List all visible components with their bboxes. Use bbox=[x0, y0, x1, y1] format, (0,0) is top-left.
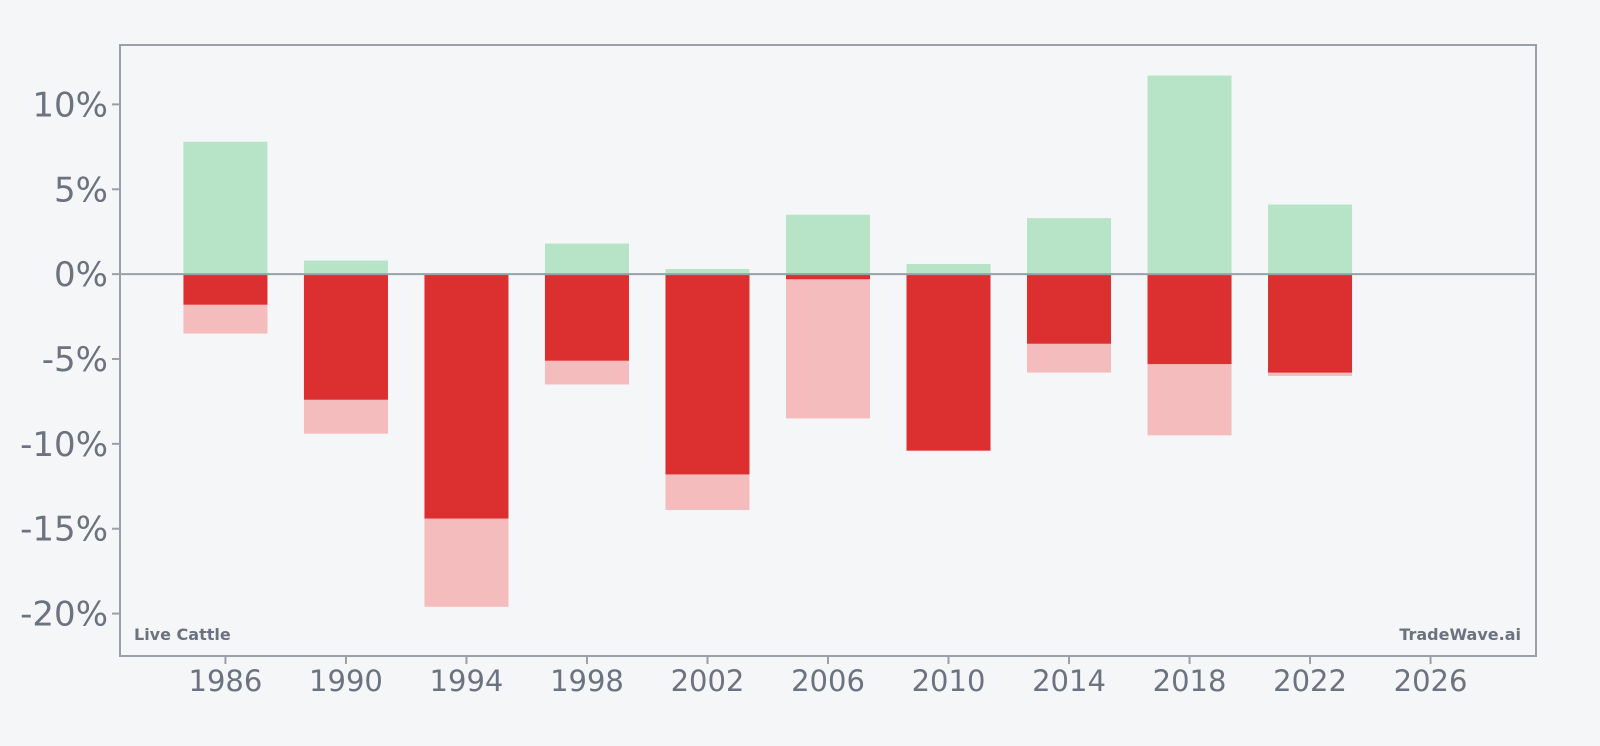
y-tick-label: 0% bbox=[54, 255, 108, 295]
x-tick-label: 2026 bbox=[1394, 664, 1468, 698]
bar-negative-dark-2010 bbox=[906, 274, 991, 451]
bar-positive-1998 bbox=[544, 243, 629, 275]
x-tick-label: 2002 bbox=[671, 664, 745, 698]
chart-label-right: TradeWave.ai bbox=[1399, 625, 1521, 644]
bar-positive-2010 bbox=[906, 263, 991, 275]
y-tick-label: -10% bbox=[20, 425, 108, 465]
bar-positive-1990 bbox=[303, 260, 388, 275]
x-tick-label: 1986 bbox=[189, 664, 263, 698]
bar-positive-2018 bbox=[1147, 75, 1232, 275]
x-tick-label: 2014 bbox=[1032, 664, 1106, 698]
x-axis: 1986 1990 1994 1998 2002 2006 2010 2014 2018 2022… bbox=[189, 656, 1468, 698]
x-tick-label: 1990 bbox=[309, 664, 383, 698]
bar-negative-light-2006 bbox=[786, 274, 870, 419]
x-tick-label: 1998 bbox=[550, 664, 624, 698]
bar-negative-dark-2006 bbox=[786, 274, 870, 280]
bar-positive-2014 bbox=[1027, 218, 1112, 275]
x-tick-label: 2018 bbox=[1153, 664, 1227, 698]
bar-negative-dark-1994 bbox=[424, 274, 509, 519]
y-tick-label: -15% bbox=[20, 510, 108, 550]
y-tick-label: 5% bbox=[54, 170, 108, 210]
bar-negative-dark-2002 bbox=[665, 274, 750, 475]
bar-positive-1986 bbox=[183, 141, 268, 275]
bar-negative-dark-2014 bbox=[1027, 274, 1112, 344]
bar-positive-2022 bbox=[1268, 204, 1353, 275]
bar-negative-dark-1986 bbox=[183, 274, 268, 305]
y-tick-label: -5% bbox=[42, 340, 108, 380]
x-tick-label: 2010 bbox=[912, 664, 986, 698]
bar-negative-dark-2022 bbox=[1268, 274, 1353, 373]
bar-negative-dark-1990 bbox=[303, 274, 388, 400]
bars-layer bbox=[183, 75, 1353, 607]
bar-positive-2006 bbox=[786, 214, 870, 275]
y-axis: 10% 5% 0% -5% -10% -15% -20% bbox=[20, 85, 120, 635]
bar-positive-2002 bbox=[665, 269, 750, 275]
x-tick-label: 2022 bbox=[1273, 664, 1347, 698]
y-tick-label: 10% bbox=[32, 85, 108, 125]
x-tick-label: 2006 bbox=[791, 664, 865, 698]
bar-negative-dark-1998 bbox=[544, 274, 629, 361]
y-tick-label: -20% bbox=[20, 595, 108, 635]
bar-negative-dark-2018 bbox=[1147, 274, 1232, 365]
chart-label-left: Live Cattle bbox=[134, 625, 231, 644]
x-tick-label: 1994 bbox=[430, 664, 504, 698]
